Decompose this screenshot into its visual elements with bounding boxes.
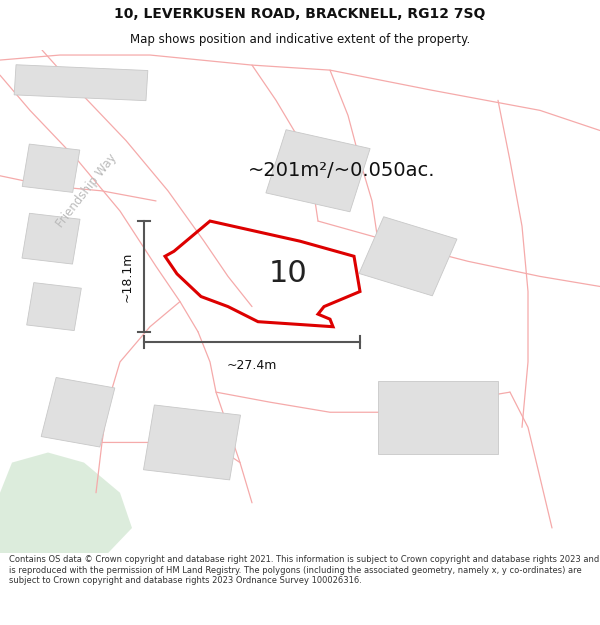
Text: Friendship Way: Friendship Way [54, 151, 120, 230]
Polygon shape [0, 452, 132, 553]
Text: Contains OS data © Crown copyright and database right 2021. This information is : Contains OS data © Crown copyright and d… [9, 555, 599, 585]
Text: 10: 10 [269, 259, 307, 288]
Polygon shape [266, 130, 370, 212]
Polygon shape [41, 378, 115, 447]
Text: 10, LEVERKUSEN ROAD, BRACKNELL, RG12 7SQ: 10, LEVERKUSEN ROAD, BRACKNELL, RG12 7SQ [115, 7, 485, 21]
Text: ~27.4m: ~27.4m [227, 359, 277, 372]
Text: ~201m²/~0.050ac.: ~201m²/~0.050ac. [248, 161, 436, 180]
Polygon shape [26, 282, 82, 331]
Text: ~18.1m: ~18.1m [120, 251, 133, 302]
Polygon shape [359, 217, 457, 296]
Polygon shape [22, 213, 80, 264]
Polygon shape [143, 405, 241, 480]
Polygon shape [378, 381, 498, 454]
Polygon shape [14, 65, 148, 101]
Text: Map shows position and indicative extent of the property.: Map shows position and indicative extent… [130, 32, 470, 46]
Polygon shape [22, 144, 80, 192]
